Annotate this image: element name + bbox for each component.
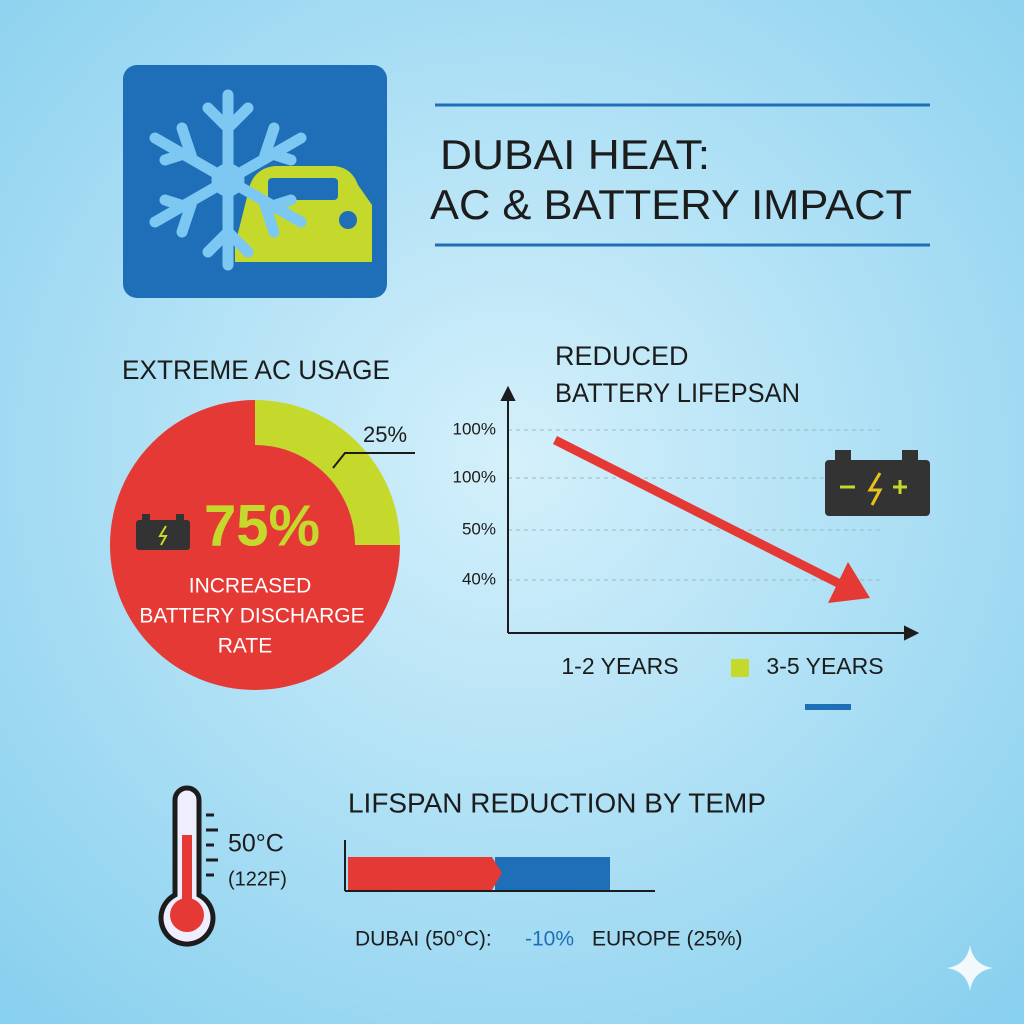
axis-label: 100% bbox=[453, 419, 496, 438]
donut-center bbox=[155, 445, 355, 645]
temperature: (122F) bbox=[228, 868, 287, 890]
value-label: 75% bbox=[204, 493, 320, 558]
sparkle bbox=[947, 945, 993, 991]
value-label: 25% bbox=[363, 422, 407, 447]
bar-segment bbox=[348, 857, 502, 890]
donut bbox=[110, 400, 400, 690]
trend-arrow bbox=[552, 435, 870, 603]
temperature: 50°C bbox=[228, 830, 284, 858]
thermometer bbox=[158, 785, 218, 947]
caption: INCREASED bbox=[189, 575, 312, 598]
axis-label: 50% bbox=[462, 519, 496, 538]
grid bbox=[508, 429, 880, 581]
axes bbox=[344, 840, 655, 892]
section-title: REDUCED bbox=[555, 341, 689, 371]
title: AC & BATTERY IMPACT bbox=[430, 181, 912, 228]
header-icon bbox=[123, 65, 387, 298]
title: DUBAI HEAT: bbox=[440, 131, 710, 178]
battery-icon bbox=[136, 514, 190, 550]
bar-segment bbox=[495, 857, 610, 890]
caption: -10% bbox=[525, 928, 574, 951]
axis-label: 100% bbox=[453, 467, 496, 486]
legend-label: 1-2 YEARS bbox=[561, 653, 678, 679]
caption: RATE bbox=[218, 635, 272, 658]
axes bbox=[500, 385, 920, 641]
caption: BATTERY DISCHARGE bbox=[139, 605, 364, 628]
caption: DUBAI (50°C): bbox=[355, 928, 492, 951]
leader-line bbox=[332, 452, 415, 469]
section-title: EXTREME AC USAGE bbox=[122, 355, 390, 385]
axis-label: 40% bbox=[462, 569, 496, 588]
caption: EUROPE (25%) bbox=[592, 928, 743, 951]
legend-swatch bbox=[731, 659, 749, 677]
section-title: BATTERY LIFEPSAN bbox=[555, 378, 800, 408]
legend-label: 3-5 YEARS bbox=[766, 653, 883, 679]
donut-slice bbox=[255, 400, 400, 545]
section-title: LIFSPAN REDUCTION BY TEMP bbox=[348, 787, 766, 818]
legend-swatch bbox=[805, 704, 851, 710]
battery-icon bbox=[825, 450, 930, 516]
